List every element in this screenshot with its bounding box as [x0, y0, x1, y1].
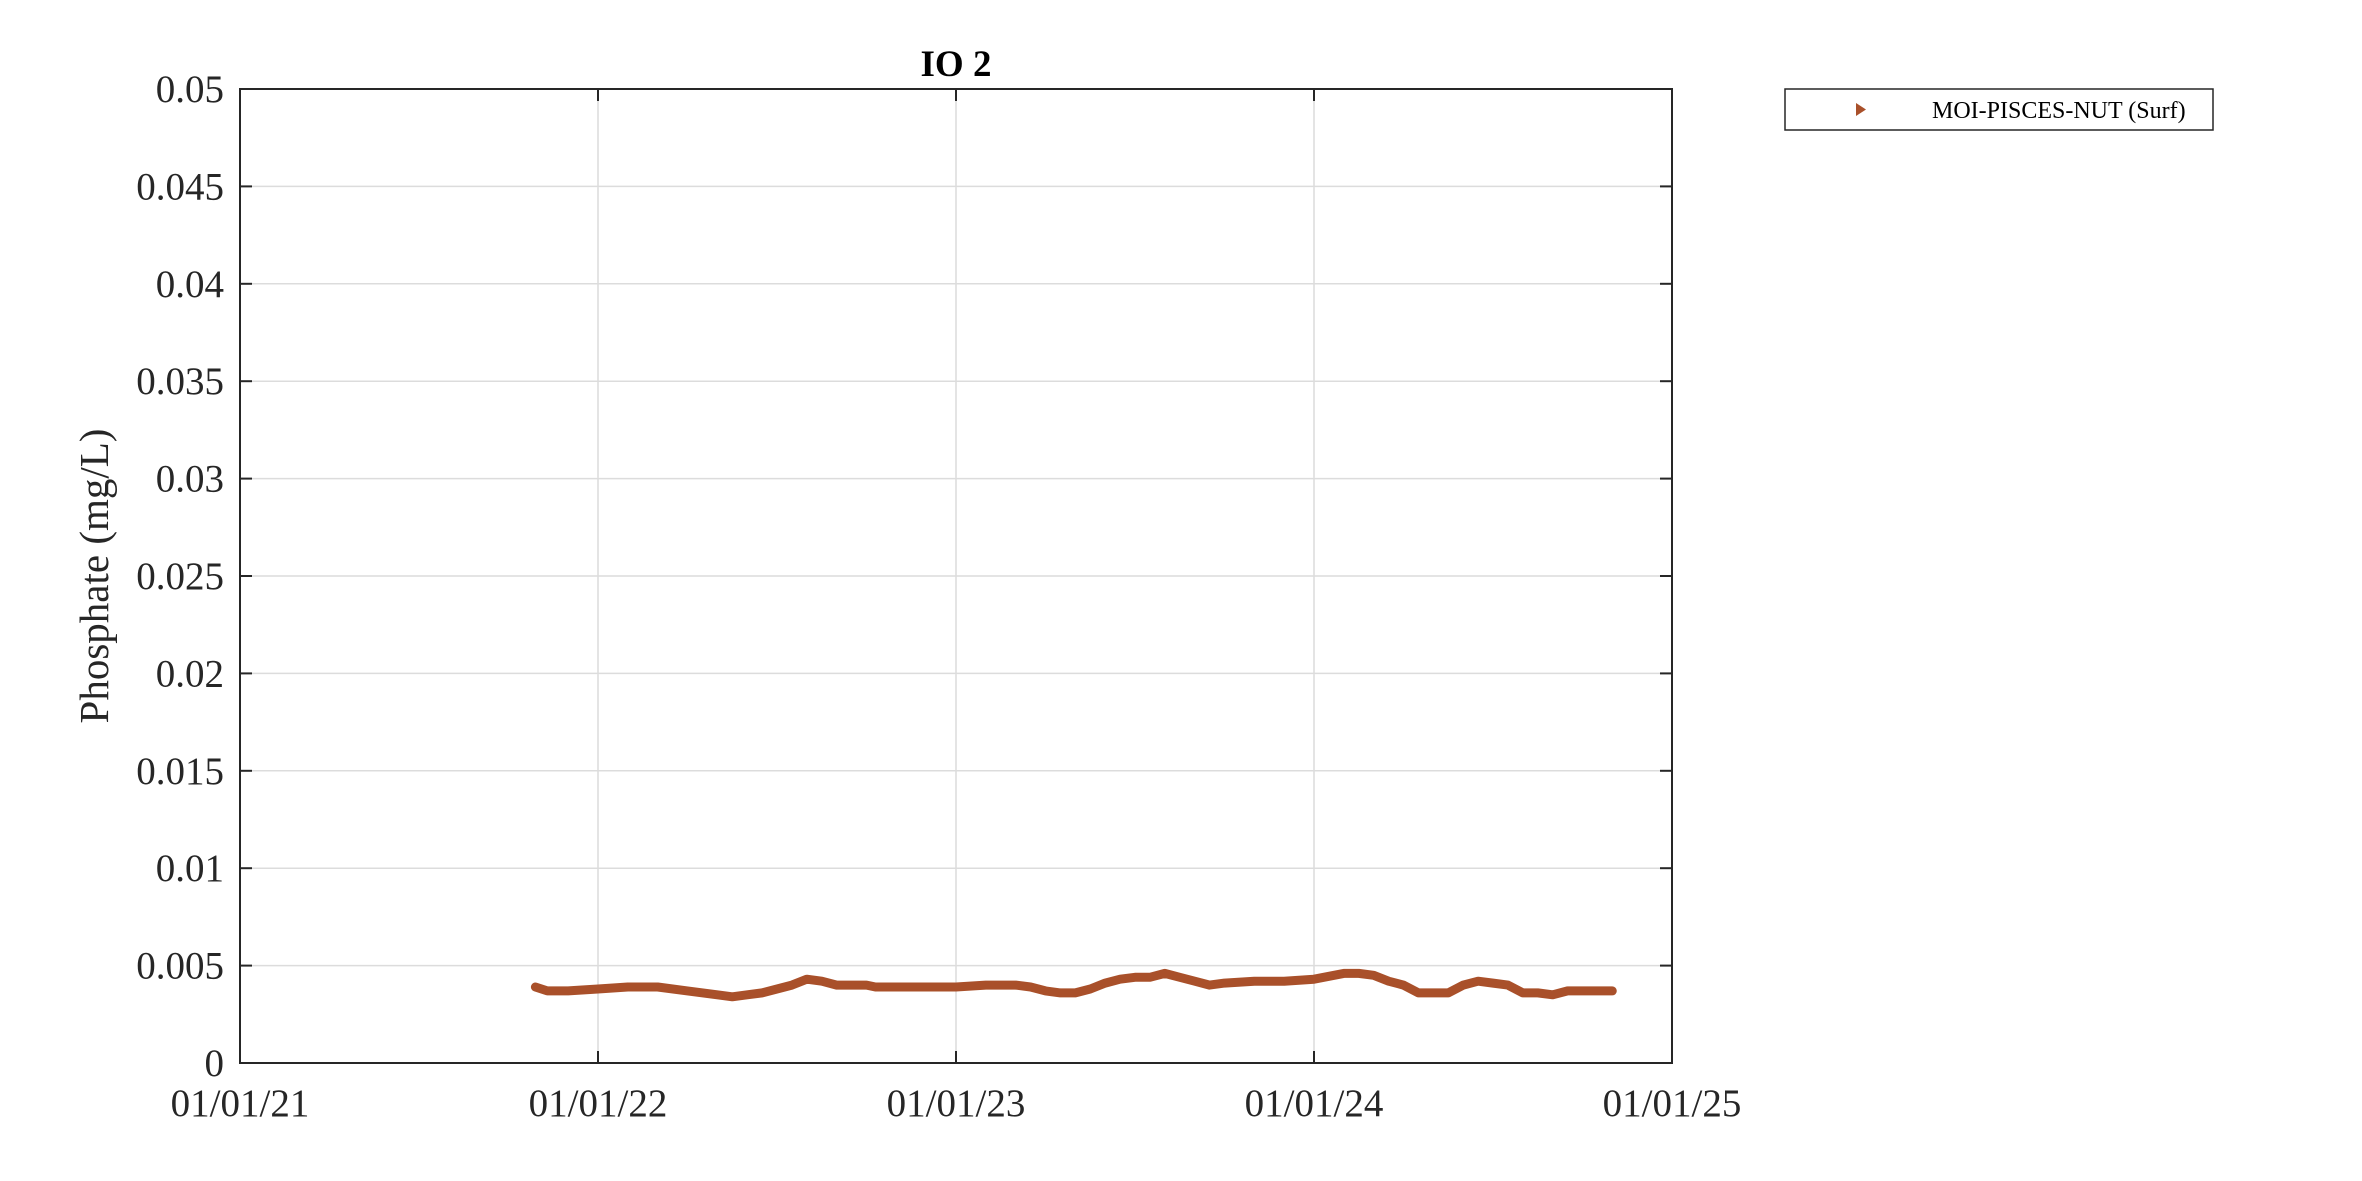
y-axis-label: Phosphate (mg/L) — [71, 429, 117, 724]
y-tick-label: 0.02 — [156, 652, 224, 695]
y-tick-label: 0.05 — [156, 68, 224, 111]
y-tick-label: 0.01 — [156, 847, 224, 890]
y-tick-label: 0 — [205, 1042, 225, 1085]
legend-marker-icon — [1856, 103, 1866, 116]
y-tick-label: 0.005 — [136, 945, 224, 988]
x-tick-label: 01/01/21 — [171, 1082, 310, 1125]
grid-layer — [240, 89, 1672, 1063]
y-tick-label: 0.015 — [136, 750, 224, 793]
tick-layer — [239, 88, 1673, 1064]
legend-entry-label: MOI-PISCES-NUT (Surf) — [1932, 98, 2186, 124]
y-tick-label: 0.025 — [136, 555, 224, 598]
y-tick-label: 0.035 — [136, 360, 224, 403]
chart-title: IO 2 — [921, 44, 992, 85]
series-layer — [530, 968, 1617, 1002]
y-tick-label: 0.03 — [156, 458, 224, 501]
y-tick-label: 0.045 — [136, 165, 224, 208]
x-tick-label: 01/01/25 — [1603, 1082, 1742, 1125]
y-tick-label: 0.04 — [156, 263, 224, 306]
x-tick-label: 01/01/24 — [1245, 1082, 1384, 1125]
x-tick-label: 01/01/22 — [529, 1082, 668, 1125]
x-tick-label: 01/01/23 — [887, 1082, 1026, 1125]
label-layer: 0 0.005 0.01 0.015 0.02 0.025 0.03 0.035 0.04 0.0… — [136, 68, 1741, 1125]
legend: MOI-PISCES-NUT (Surf) — [1784, 88, 2214, 131]
series-line — [530, 968, 1617, 1002]
